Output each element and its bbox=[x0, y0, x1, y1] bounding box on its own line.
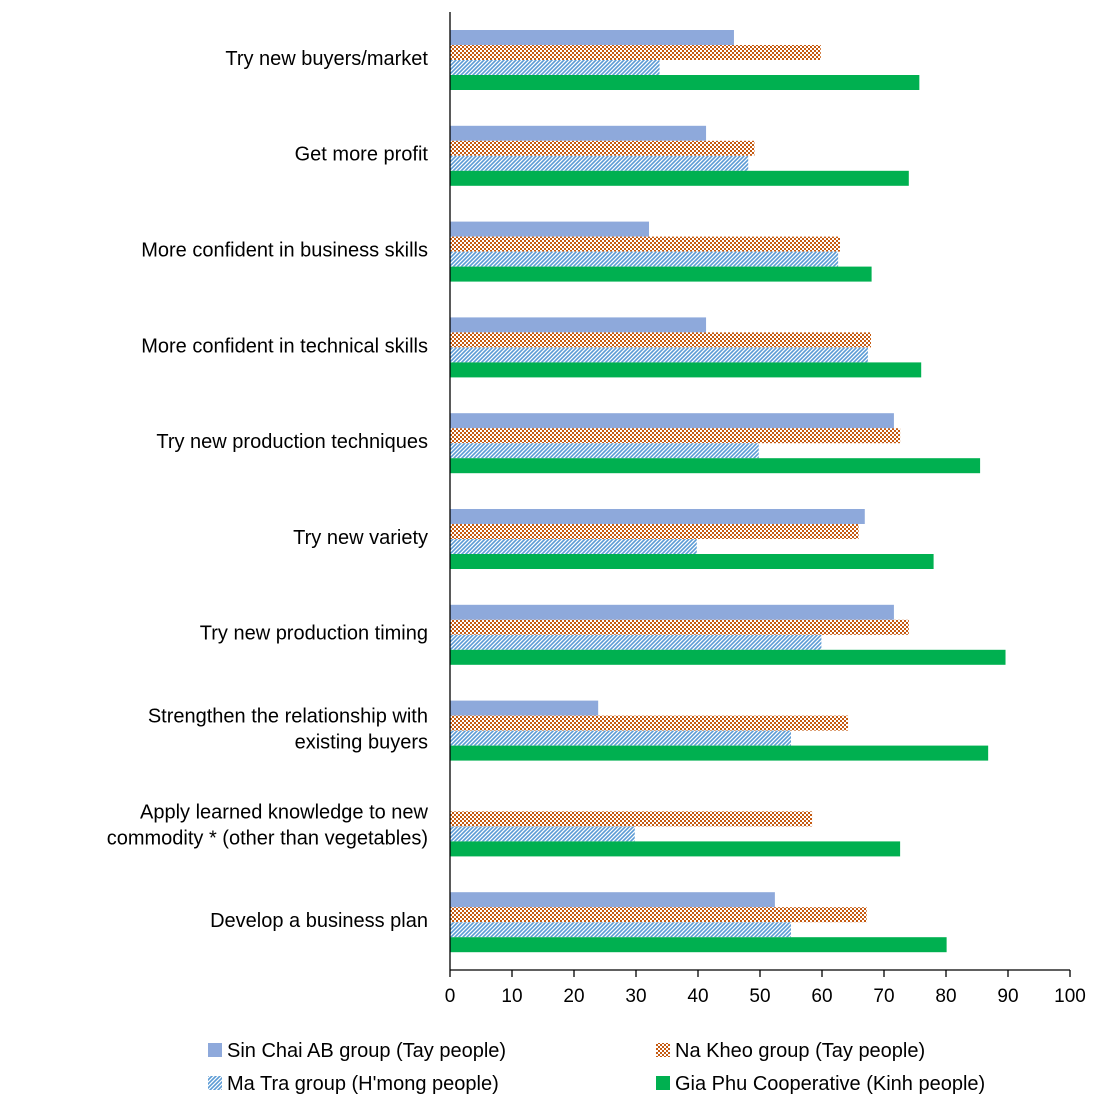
legend-swatch-1 bbox=[208, 1043, 222, 1057]
bar-1-10 bbox=[450, 892, 775, 908]
category-label-4: More confident in technical skills bbox=[141, 335, 428, 357]
x-tick-label-6: 60 bbox=[811, 986, 832, 1007]
x-tick-label-10: 100 bbox=[1054, 986, 1086, 1007]
bar-4-1 bbox=[450, 75, 920, 90]
x-tick-label-8: 80 bbox=[935, 986, 956, 1007]
bar-1-3 bbox=[450, 221, 650, 237]
x-axis: 0 10 20 30 40 50 60 70 80 90 100 bbox=[445, 12, 1086, 1007]
category-label-6: Try new variety bbox=[293, 527, 428, 549]
bar-1-4 bbox=[450, 317, 707, 333]
legend-swatch-2 bbox=[656, 1043, 670, 1057]
x-tick-label-1: 10 bbox=[501, 986, 522, 1007]
bar-4-2 bbox=[450, 170, 909, 186]
legend-label-3: Ma Tra group (H'mong people) bbox=[227, 1073, 499, 1095]
bar-2-6 bbox=[450, 524, 859, 539]
bar-4-9 bbox=[450, 841, 901, 857]
bar-3-1 bbox=[450, 60, 660, 75]
x-tick-label-7: 70 bbox=[873, 986, 894, 1007]
x-tick-label-4: 40 bbox=[687, 986, 708, 1007]
x-tick-label-5: 50 bbox=[749, 986, 770, 1007]
legend-label-1: Sin Chai AB group (Tay people) bbox=[227, 1040, 506, 1062]
legend-label-4: Gia Phu Cooperative (Kinh people) bbox=[675, 1073, 985, 1095]
bar-4-10 bbox=[450, 937, 947, 953]
bar-1-2 bbox=[450, 125, 707, 141]
legend-swatch-4 bbox=[656, 1076, 670, 1090]
bar-1-8 bbox=[450, 700, 599, 716]
legend-label-2: Na Kheo group (Tay people) bbox=[675, 1040, 925, 1062]
bar-2-8 bbox=[450, 715, 849, 731]
bar-4-6 bbox=[450, 554, 934, 569]
x-tick-label-3: 30 bbox=[625, 986, 646, 1007]
category-label-1: Try new buyers/market bbox=[225, 48, 428, 70]
bar-2-2 bbox=[450, 140, 755, 156]
category-label-8: Strengthen the relationship with existing… bbox=[148, 706, 428, 754]
bar-4-4 bbox=[450, 362, 922, 378]
bar-3-5 bbox=[450, 443, 759, 459]
bar-2-3 bbox=[450, 236, 840, 252]
bar-1-5 bbox=[450, 413, 894, 429]
bar-1-1 bbox=[450, 30, 734, 45]
bars-layer bbox=[450, 30, 1006, 953]
bar-2-1 bbox=[450, 45, 821, 60]
bar-2-5 bbox=[450, 428, 901, 444]
category-label-10: Develop a business plan bbox=[210, 910, 428, 932]
bar-3-6 bbox=[450, 539, 697, 554]
bar-2-7 bbox=[450, 619, 909, 635]
x-tick-label-9: 90 bbox=[997, 986, 1018, 1007]
category-labels: Try new buyers/market Get more profit More… bbox=[107, 48, 429, 932]
x-tick-label-2: 20 bbox=[563, 986, 584, 1007]
category-label-7: Try new production timing bbox=[200, 623, 428, 645]
bar-3-2 bbox=[450, 155, 749, 171]
bar-3-4 bbox=[450, 347, 868, 363]
bar-3-9 bbox=[450, 826, 635, 842]
bar-1-6 bbox=[450, 509, 865, 524]
bar-2-10 bbox=[450, 907, 867, 923]
bar-4-5 bbox=[450, 458, 981, 474]
legend: Sin Chai AB group (Tay people) Na Kheo gr… bbox=[208, 1040, 985, 1095]
category-label-9: Apply learned knowledge to new commodity … bbox=[107, 801, 429, 849]
x-tick-label-0: 0 bbox=[445, 986, 456, 1007]
bar-3-7 bbox=[450, 634, 822, 650]
bar-4-3 bbox=[450, 266, 872, 282]
category-label-3: More confident in business skills bbox=[141, 240, 428, 262]
bar-3-10 bbox=[450, 922, 791, 938]
bar-4-8 bbox=[450, 745, 989, 761]
legend-swatch-3 bbox=[208, 1076, 222, 1090]
bar-3-3 bbox=[450, 251, 839, 267]
bar-2-9 bbox=[450, 811, 813, 827]
bar-1-7 bbox=[450, 604, 894, 620]
bar-2-4 bbox=[450, 332, 871, 348]
category-label-5: Try new production techniques bbox=[156, 431, 428, 453]
bar-3-8 bbox=[450, 730, 791, 746]
category-label-2: Get more profit bbox=[295, 144, 429, 166]
bar-4-7 bbox=[450, 649, 1006, 665]
